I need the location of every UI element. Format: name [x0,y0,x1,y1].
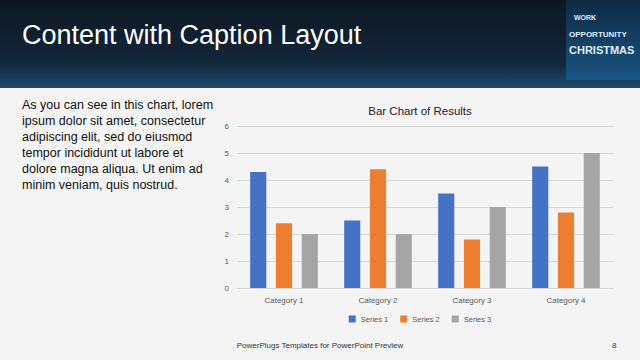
svg-text:Category 3: Category 3 [452,296,492,305]
html-text:adipiscing elit, sed do eiusmo: adipiscing elit, sed do eiusmod [22,130,193,144]
html-text:minim veniam, quis nostrud.: minim veniam, quis nostrud. [22,178,178,192]
html-text:PowerPlugs Templates for Power: PowerPlugs Templates for PowerPoint Prev… [236,341,404,350]
html-text:dolore magna aliqua. Ut enim a: dolore magna aliqua. Ut enim ad [22,162,203,176]
svg-text:6: 6 [225,122,230,131]
svg-text:Category 1: Category 1 [264,296,304,305]
svg-text:3: 3 [225,203,230,212]
svg-text:Bar Chart of Results: Bar Chart of Results [368,105,472,117]
html-text:CHRISTMAS: CHRISTMAS [569,44,635,56]
svg-text:Series 3: Series 3 [464,315,492,324]
svg-text:2: 2 [225,230,230,239]
html-text:Content with Caption Layout: Content with Caption Layout [22,20,362,50]
html-text:As you can see in this chart,: As you can see in this chart, lorem [22,98,214,112]
html-text:8: 8 [612,341,617,350]
svg-text:Category 4: Category 4 [546,296,586,305]
html-text:WORK: WORK [574,14,597,21]
svg-text:Series 1: Series 1 [361,315,389,324]
svg-text:4: 4 [225,176,230,185]
html-text:OPPORTUNITY: OPPORTUNITY [569,30,627,39]
svg-text:1: 1 [225,257,230,266]
svg-text:0: 0 [225,284,230,293]
html-text:tempor incididunt ut labore et: tempor incididunt ut labore et [22,146,184,160]
svg-text:Series 2: Series 2 [412,315,440,324]
html-text:ipsum dolor sit amet, consecte: ipsum dolor sit amet, consectetur [22,114,206,128]
svg-text:5: 5 [225,149,230,158]
svg-text:Category 2: Category 2 [358,296,398,305]
